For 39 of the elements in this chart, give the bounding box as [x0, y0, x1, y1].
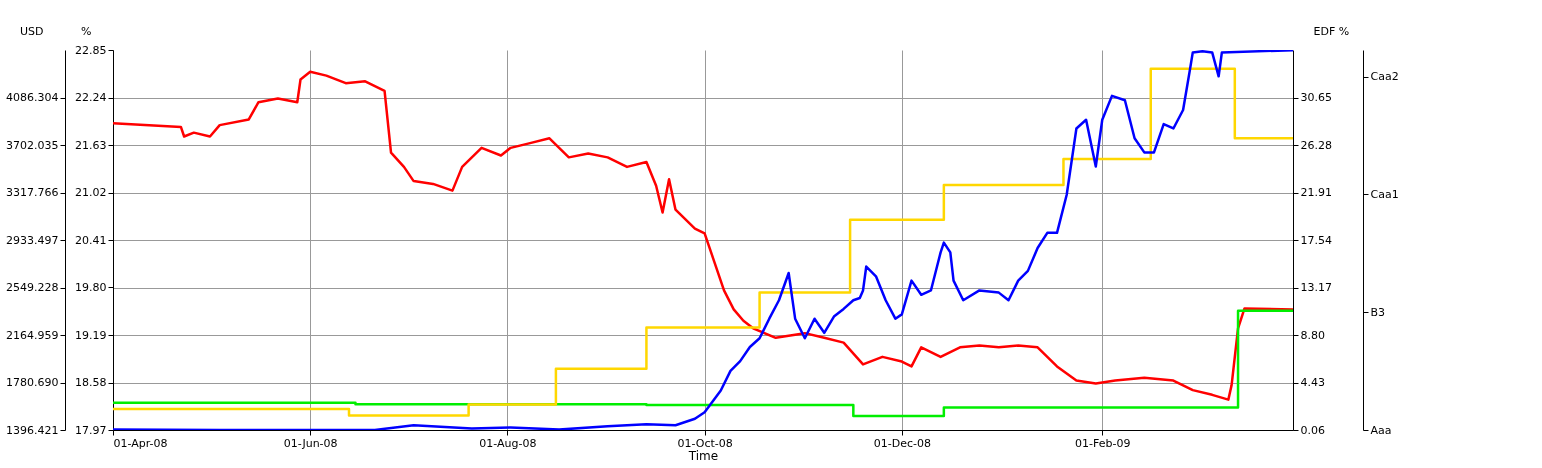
y2-tick-label: 21.91: [1300, 186, 1332, 199]
x-tick-label: 01-Dec-08: [873, 436, 931, 450]
y2-axis-title: EDF %: [1313, 24, 1350, 38]
y-tick-label: 2933.497: [6, 233, 59, 247]
y-tick-label: 3702.035: [6, 138, 59, 152]
y-tick-label: 3317.766: [6, 186, 59, 199]
y3-tick-label: 19.19: [75, 328, 107, 342]
y3-tick-label: 21.63: [75, 138, 107, 152]
x-axis-title: Time: [687, 448, 719, 463]
x-tick-label: 01-Feb-09: [1075, 436, 1131, 450]
x-tick-label: 01-Apr-08: [113, 436, 168, 450]
y2-tick-label: 4.43: [1300, 376, 1325, 389]
y-tick-label: 1396.421: [6, 423, 59, 437]
text: Caa2: [1370, 70, 1399, 84]
text: Caa1: [1370, 187, 1399, 201]
y2-tick-label: 13.17: [1300, 281, 1332, 294]
y-axis-title: USD: [19, 24, 44, 38]
y3-tick-label: 17.97: [75, 423, 107, 437]
x-tick-label: 01-Oct-08: [677, 436, 733, 450]
y2-tick-label: 26.28: [1300, 138, 1332, 152]
text: Aaa: [1370, 423, 1392, 437]
y3-tick-label: 20.41: [75, 233, 107, 247]
y2-tick-label: 8.80: [1300, 328, 1325, 342]
y-tick-label: 2549.228: [6, 281, 59, 294]
y3-tick-label: 18.58: [75, 376, 107, 389]
y2-tick-label: 17.54: [1300, 233, 1332, 247]
y3-tick-label: 22.85: [75, 43, 107, 57]
y-tick-label: 2164.959: [6, 328, 59, 342]
y2-tick-label: 30.65: [1300, 91, 1332, 104]
x-tick-label: 01-Jun-08: [283, 436, 338, 450]
y3-tick-label: 21.02: [75, 186, 107, 199]
x-tick-label: 01-Aug-08: [479, 436, 537, 450]
text: B3: [1370, 305, 1386, 319]
y3-tick-label: 19.80: [75, 281, 107, 294]
y-tick-label: 1780.690: [6, 376, 59, 389]
y2-tick-label: 0.06: [1300, 423, 1325, 437]
y3-tick-label: 22.24: [75, 91, 107, 104]
y-tick-label: 4086.304: [6, 91, 59, 104]
y3-axis-title: %: [81, 24, 92, 38]
